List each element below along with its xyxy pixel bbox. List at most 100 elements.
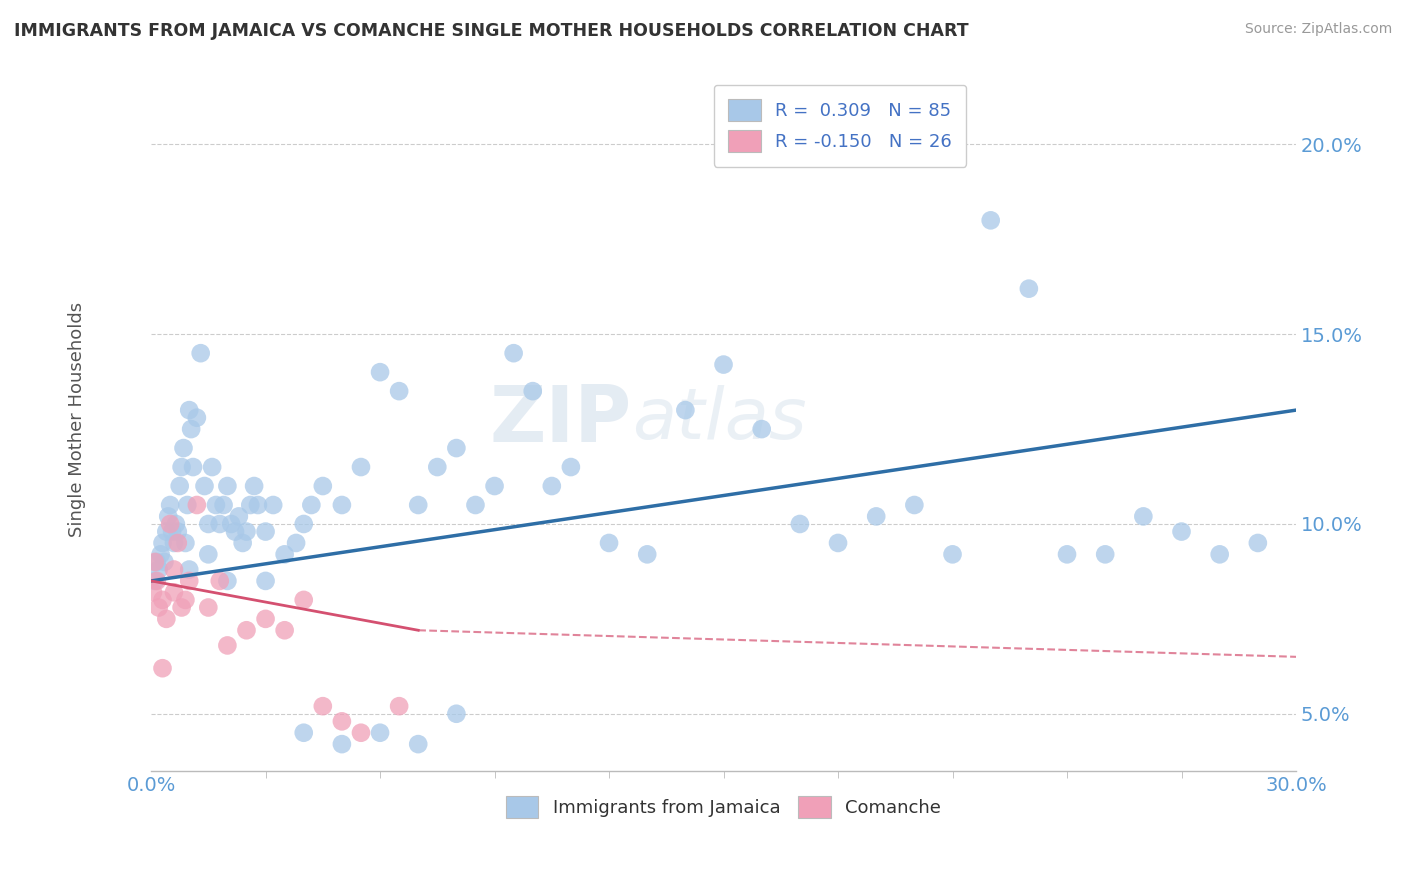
Point — [540, 479, 562, 493]
Point — [235, 524, 257, 539]
Point — [165, 516, 187, 531]
Text: ZIP: ZIP — [489, 382, 631, 458]
Point — [197, 547, 219, 561]
Point — [246, 498, 269, 512]
Point — [446, 706, 468, 721]
Point — [173, 441, 195, 455]
Point — [1132, 509, 1154, 524]
Point — [254, 574, 277, 588]
Point — [980, 213, 1002, 227]
Point — [426, 460, 449, 475]
Point — [174, 593, 197, 607]
Point — [292, 516, 315, 531]
Point — [186, 498, 208, 512]
Point — [163, 562, 186, 576]
Point — [155, 524, 177, 539]
Point — [446, 441, 468, 455]
Point — [205, 498, 228, 512]
Point — [350, 725, 373, 739]
Point — [197, 600, 219, 615]
Point — [330, 737, 353, 751]
Point — [148, 600, 170, 615]
Point — [254, 524, 277, 539]
Point — [388, 699, 411, 714]
Point — [789, 516, 811, 531]
Point — [228, 509, 250, 524]
Point — [1018, 282, 1040, 296]
Point — [148, 562, 170, 576]
Point — [273, 547, 295, 561]
Point — [163, 536, 186, 550]
Point — [208, 516, 231, 531]
Point — [193, 479, 215, 493]
Point — [157, 509, 180, 524]
Point — [166, 524, 188, 539]
Point — [368, 365, 391, 379]
Point — [159, 516, 181, 531]
Point — [143, 574, 166, 588]
Point — [1056, 547, 1078, 561]
Text: IMMIGRANTS FROM JAMAICA VS COMANCHE SINGLE MOTHER HOUSEHOLDS CORRELATION CHART: IMMIGRANTS FROM JAMAICA VS COMANCHE SING… — [14, 22, 969, 40]
Point — [217, 574, 239, 588]
Point — [224, 524, 246, 539]
Point — [464, 498, 486, 512]
Point — [292, 593, 315, 607]
Point — [941, 547, 963, 561]
Point — [219, 516, 242, 531]
Point — [179, 562, 201, 576]
Point — [330, 714, 353, 729]
Point — [181, 460, 204, 475]
Point — [170, 600, 193, 615]
Point — [673, 403, 696, 417]
Point — [350, 460, 373, 475]
Point — [146, 574, 169, 588]
Point — [180, 422, 202, 436]
Point — [560, 460, 582, 475]
Point — [368, 725, 391, 739]
Point — [903, 498, 925, 512]
Point — [598, 536, 620, 550]
Text: Source: ZipAtlas.com: Source: ZipAtlas.com — [1244, 22, 1392, 37]
Point — [169, 479, 191, 493]
Point — [186, 410, 208, 425]
Point — [312, 479, 335, 493]
Point — [285, 536, 308, 550]
Point — [299, 498, 322, 512]
Point — [232, 536, 254, 550]
Point — [751, 422, 773, 436]
Point — [149, 547, 172, 561]
Point — [1094, 547, 1116, 561]
Point — [174, 536, 197, 550]
Point — [636, 547, 658, 561]
Point — [201, 460, 224, 475]
Point — [142, 585, 165, 599]
Point — [166, 536, 188, 550]
Text: atlas: atlas — [631, 385, 807, 454]
Point — [143, 555, 166, 569]
Point — [1247, 536, 1270, 550]
Legend: Immigrants from Jamaica, Comanche: Immigrants from Jamaica, Comanche — [499, 789, 949, 825]
Point — [190, 346, 212, 360]
Point — [262, 498, 284, 512]
Point — [254, 612, 277, 626]
Point — [197, 516, 219, 531]
Point — [208, 574, 231, 588]
Point — [713, 358, 735, 372]
Point — [152, 593, 174, 607]
Point — [827, 536, 849, 550]
Point — [163, 585, 186, 599]
Point — [273, 624, 295, 638]
Point — [152, 661, 174, 675]
Text: Single Mother Households: Single Mother Households — [67, 302, 86, 537]
Point — [152, 536, 174, 550]
Point — [406, 498, 429, 512]
Point — [312, 699, 335, 714]
Point — [160, 524, 183, 539]
Point — [243, 479, 266, 493]
Point — [235, 624, 257, 638]
Point — [484, 479, 506, 493]
Point — [179, 574, 201, 588]
Point — [1170, 524, 1192, 539]
Point — [1208, 547, 1230, 561]
Point — [406, 737, 429, 751]
